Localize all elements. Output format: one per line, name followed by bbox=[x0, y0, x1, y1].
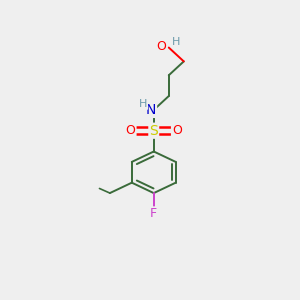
Text: H: H bbox=[139, 99, 148, 109]
Text: O: O bbox=[126, 124, 136, 137]
Text: S: S bbox=[149, 124, 158, 138]
Text: N: N bbox=[146, 103, 156, 117]
Text: O: O bbox=[157, 40, 166, 53]
Text: F: F bbox=[150, 207, 157, 220]
Text: H: H bbox=[172, 37, 180, 47]
Text: O: O bbox=[172, 124, 182, 137]
